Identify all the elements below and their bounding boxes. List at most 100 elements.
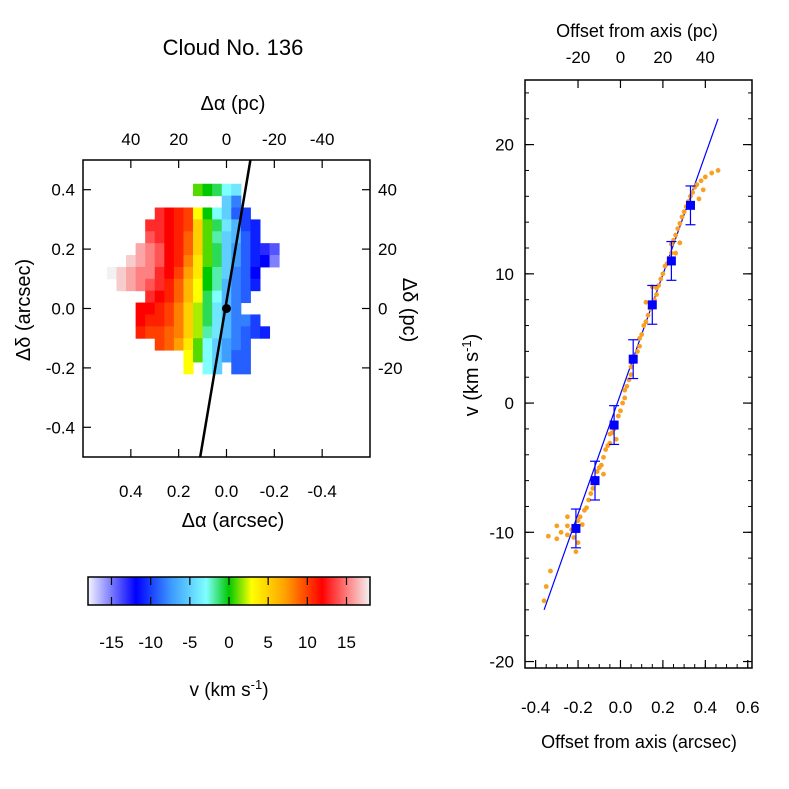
pixel-point [654,292,659,297]
map-pixel [135,278,146,292]
binned-point [609,420,619,430]
map-pixel [164,219,175,232]
pixel-point [677,221,683,226]
map-pixel [250,231,261,244]
pixel-point [656,283,662,288]
map-pixel [221,266,232,280]
map-pixel [240,314,251,327]
y-tick-label: 20 [495,136,514,155]
map-pixel [135,243,146,256]
map-pixel [135,314,146,327]
map-pixel [145,219,156,232]
map-pixel [126,266,137,280]
map-pixel [154,266,165,280]
pixel-point [637,343,642,349]
plot-ticks: -0.4 -0.2 0.0 0.2 0.4 0.6 -20 0 20 40 -20 -10 0 10 20 [489,48,759,717]
map-pixel [193,243,204,256]
x2-tick-label: -40 [310,130,335,149]
map-pixel [240,255,251,268]
x2-tick-label: 0 [222,130,231,149]
map-pixel [183,243,194,256]
pixel-point [565,523,570,529]
map-pixel [183,302,194,315]
map-pixel [164,314,175,327]
map-pixel [240,231,251,244]
map-pixel [126,278,137,292]
map-pixel [240,207,251,220]
map-pixel [240,266,251,280]
map-pixel [250,314,261,327]
map-pixel [202,266,213,280]
x2-tick-label: 0 [616,48,625,67]
x-tick-label: -0.4 [308,482,337,501]
map-pixel [116,266,127,280]
map-pixel [250,219,261,232]
pixel-point [622,395,628,401]
map-pixel [212,290,223,304]
map-pixel [183,219,194,232]
position-velocity-panel: Offset from axis (pc) -0.4 -0.2 0.0 0.2 0.4 0… [459,21,760,752]
x-axis-label: Offset from axis (arcsec) [541,732,737,752]
map-pixel [231,338,242,351]
map-pixel [183,350,194,363]
map-pixel [164,302,175,315]
map-pixel [240,361,251,375]
map-pixel [212,314,223,327]
pixel-point [681,209,687,215]
pixel-point [554,523,560,529]
map-pixel [154,219,165,232]
map-pixel [106,266,117,280]
map-pixel [202,338,213,351]
map-pixel [164,266,175,280]
map-pixel [212,326,223,339]
map-pixel [202,361,213,375]
binned-point [590,476,600,486]
y-tick-label: -10 [489,523,514,542]
map-pixel [145,278,156,292]
map-pixel [193,183,204,197]
map-pixel [212,231,223,244]
pixel-point [548,568,553,574]
map-pixel [183,255,194,268]
map-pixel [145,255,156,268]
map-pixel [173,219,184,232]
map-pixel [221,207,232,220]
y-tick-label: -0.2 [46,359,75,378]
map-pixel [164,290,175,304]
map-pixel [240,278,251,292]
map-pixel [221,314,232,327]
map-pixel [145,290,156,304]
map-pixel [154,255,165,268]
y2-tick-label: 20 [378,240,397,259]
map-pixel [212,302,223,315]
map-pixel [231,302,242,315]
map-pixel [135,255,146,268]
map-pixel [259,243,271,256]
map-pixel [240,219,251,232]
map-pixel [221,183,232,197]
map-pixel [173,255,184,268]
pixel-point [628,364,634,370]
pixel-point [543,584,549,589]
y2-tick-label: -20 [378,359,403,378]
map-pixel [164,278,175,292]
map-pixel [212,338,223,351]
map-pixel [212,266,223,280]
center-point [222,304,231,313]
map-pixel [240,290,251,304]
map-pixel [231,266,242,280]
pixel-point [575,540,581,546]
pixel-point [609,430,615,436]
x-tick-label: 0.2 [651,698,675,717]
map-pixels [106,183,280,375]
map-pixel [212,255,223,268]
map-pixel [240,338,251,351]
map-pixel [202,255,213,268]
map-pixel [231,183,242,197]
map-pixel [183,314,194,327]
plot-frame [524,79,753,669]
map-pixel [116,278,127,292]
colorbar-tick-label: 0 [224,633,233,652]
map-pixel [173,314,184,327]
map-pixel [212,207,223,220]
